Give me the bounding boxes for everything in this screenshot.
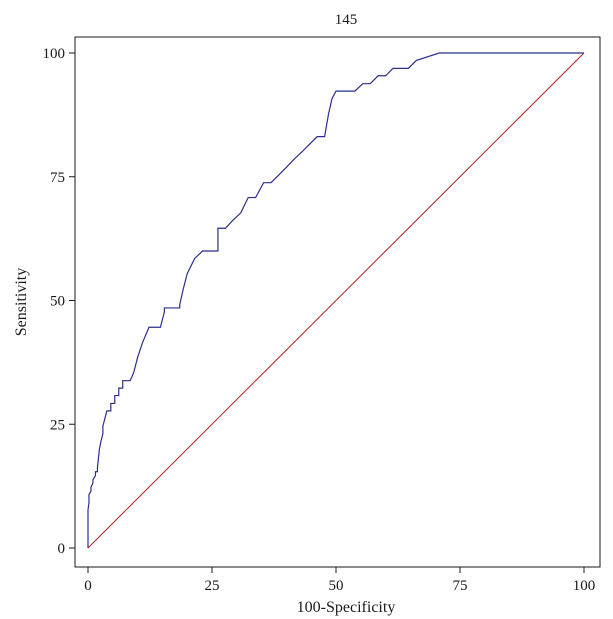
y-axis-label: Sensitivity [13,268,30,336]
x-tick-label: 100 [573,578,596,594]
y-tick-label: 0 [58,541,66,557]
x-tick-label: 25 [205,578,220,594]
series-layer [87,52,585,549]
y-tick-label: 25 [50,417,65,433]
y-tick-label: 50 [50,294,65,310]
y-axis: 0 25 50 75 100 [43,46,75,557]
y-tick-label: 75 [50,170,65,186]
x-tick-label: 50 [329,578,344,594]
roc-curve [87,52,584,548]
x-axis: 0 25 50 75 100 [84,567,595,594]
x-tick-label: 0 [84,578,92,594]
plot-frame [74,36,601,568]
chart-title: 145 [335,12,358,28]
x-axis-label: 100-Specificity [297,599,396,616]
y-tick-label: 100 [43,46,66,62]
x-tick-label: 75 [453,578,468,594]
reference-diagonal [87,52,585,549]
